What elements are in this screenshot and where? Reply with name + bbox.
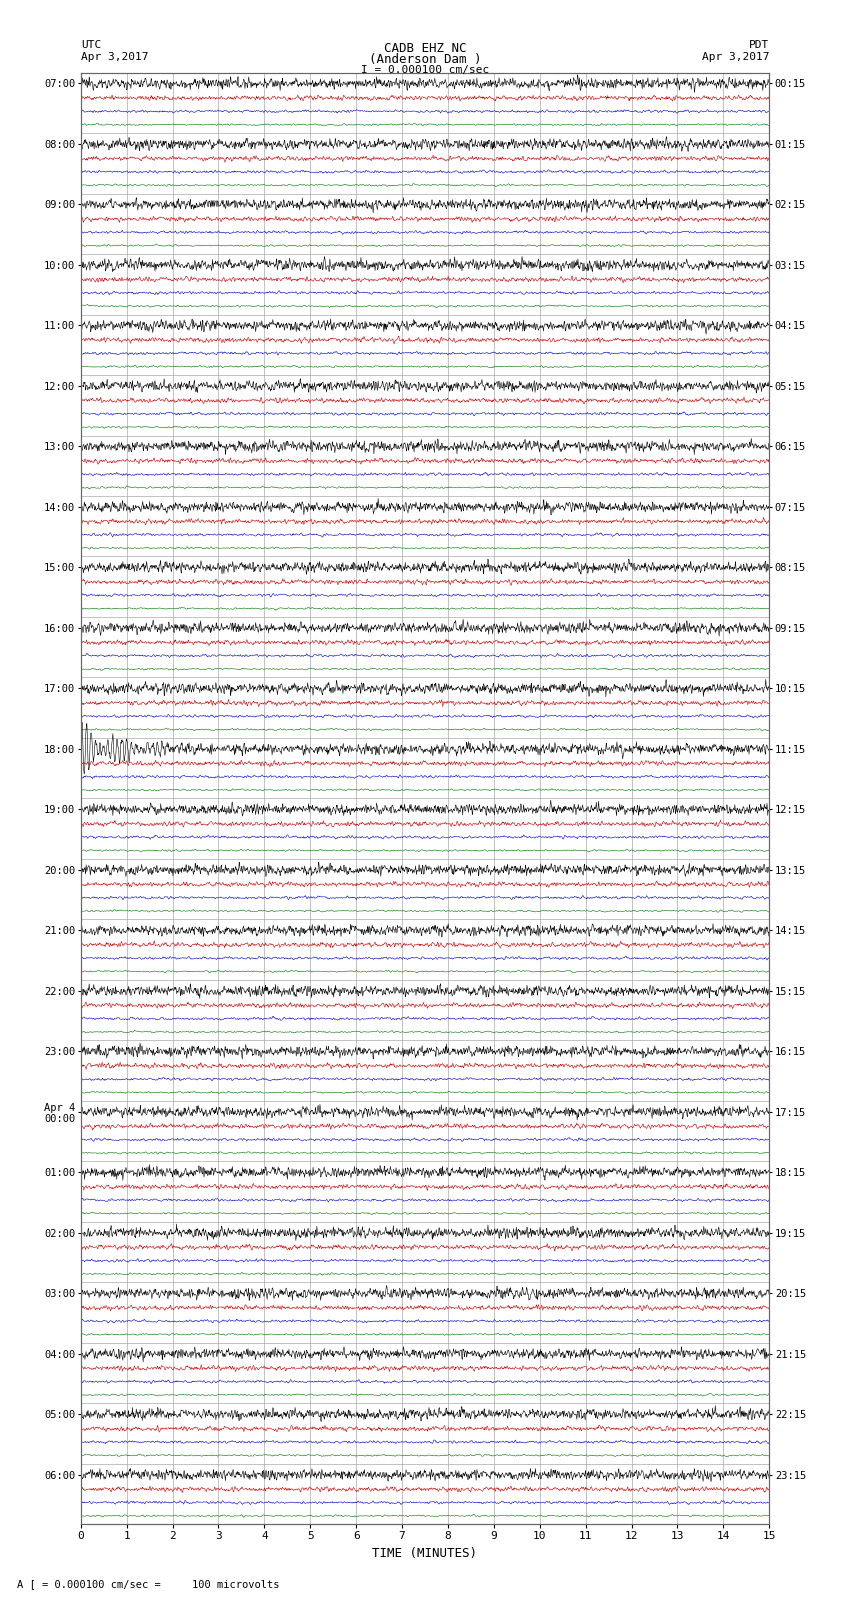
Text: Apr 3,2017: Apr 3,2017	[81, 52, 148, 61]
Text: CADB EHZ NC: CADB EHZ NC	[383, 42, 467, 55]
X-axis label: TIME (MINUTES): TIME (MINUTES)	[372, 1547, 478, 1560]
Text: (Anderson Dam ): (Anderson Dam )	[369, 53, 481, 66]
Text: UTC: UTC	[81, 40, 101, 50]
Text: Apr 3,2017: Apr 3,2017	[702, 52, 769, 61]
Text: I = 0.000100 cm/sec: I = 0.000100 cm/sec	[361, 65, 489, 74]
Text: PDT: PDT	[749, 40, 769, 50]
Text: A [ = 0.000100 cm/sec =     100 microvolts: A [ = 0.000100 cm/sec = 100 microvolts	[17, 1579, 280, 1589]
